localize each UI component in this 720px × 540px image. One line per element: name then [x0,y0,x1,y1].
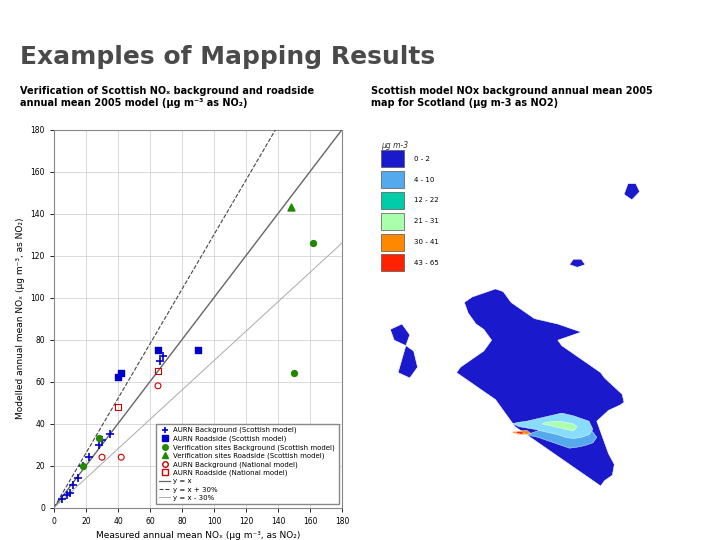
Polygon shape [507,413,593,438]
Polygon shape [516,431,525,434]
Polygon shape [398,346,418,378]
Point [68,480,79,489]
Bar [381,171,404,188]
Point [152,367,163,375]
Text: 30 - 41: 30 - 41 [414,239,438,245]
Point [93,434,104,443]
Point [112,373,124,382]
Point [192,346,204,354]
Point [115,453,127,462]
Point [96,453,108,462]
X-axis label: Measured annual mean NOₓ (μg m⁻³, as NO₂): Measured annual mean NOₓ (μg m⁻³, as NO₂… [96,531,300,540]
Text: μg m-3: μg m-3 [381,141,408,150]
Bar [381,234,404,251]
Point [77,461,89,470]
Point [152,381,163,390]
Point [152,346,163,354]
Polygon shape [570,259,585,267]
Point [84,453,95,462]
Point [64,489,76,497]
Point [285,203,297,212]
Point [93,440,104,449]
Point [154,356,166,365]
Point [72,474,84,483]
Point [157,352,168,361]
Text: 0 - 2: 0 - 2 [414,156,430,162]
Text: Examples of Mapping Results: Examples of Mapping Results [20,44,436,69]
Bar [381,192,404,209]
Bar [381,254,404,271]
Bar [381,151,404,167]
Point [307,239,319,247]
Point [56,495,68,503]
Point [288,369,300,377]
Point [77,461,89,470]
Polygon shape [456,289,624,486]
Point [115,369,127,377]
Text: 12 - 22: 12 - 22 [414,198,438,204]
Polygon shape [542,421,577,431]
Polygon shape [511,430,531,435]
Point [96,436,108,445]
Bar [381,213,404,230]
Text: Scottish model NOx background annual mean 2005
map for Scotland (μg m-3 as NO2): Scottish model NOx background annual mea… [371,86,652,108]
Polygon shape [624,184,639,200]
Text: 21 - 31: 21 - 31 [414,218,438,224]
Text: 4 - 10: 4 - 10 [414,177,434,183]
Point [61,491,73,500]
Text: Verification of Scottish NOₓ background and roadside
annual mean 2005 model (μg : Verification of Scottish NOₓ background … [20,86,315,108]
Point [104,430,116,438]
Polygon shape [515,421,597,448]
Polygon shape [390,324,410,346]
Y-axis label: Modelled annual mean NOₓ (μg m⁻³, as NO₂): Modelled annual mean NOₓ (μg m⁻³, as NO₂… [16,218,25,420]
Legend: AURN Background (Scottish model), AURN Roadside (Scottish model), Verification s: AURN Background (Scottish model), AURN R… [156,423,338,504]
Text: 43 - 65: 43 - 65 [414,260,438,266]
Point [112,402,124,411]
